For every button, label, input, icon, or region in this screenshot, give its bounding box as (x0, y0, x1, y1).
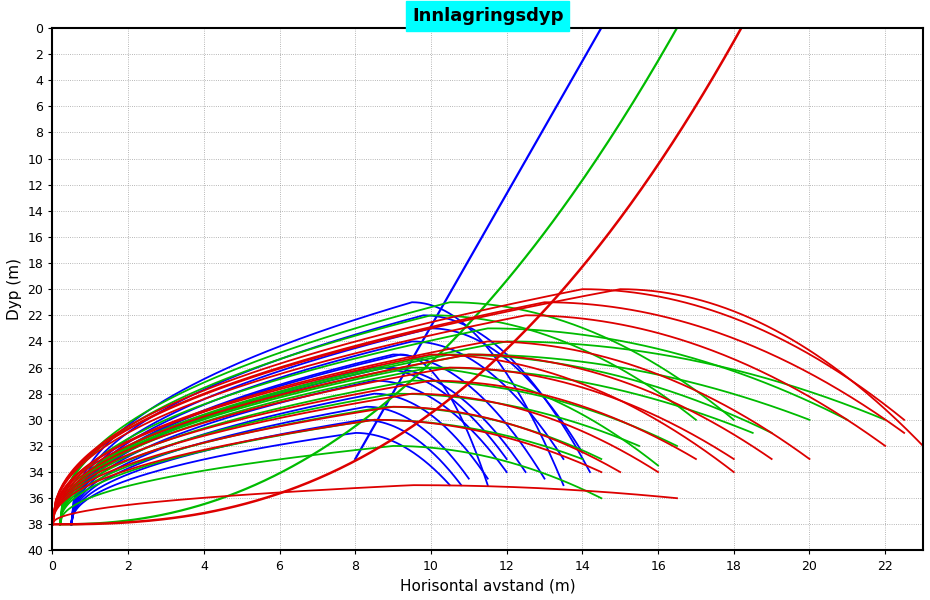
Title: Innlagringsdyp: Innlagringsdyp (412, 7, 564, 25)
Y-axis label: Dyp (m): Dyp (m) (7, 258, 22, 320)
X-axis label: Horisontal avstand (m): Horisontal avstand (m) (400, 578, 576, 593)
